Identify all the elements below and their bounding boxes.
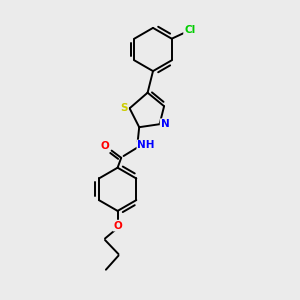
Text: O: O — [113, 220, 122, 231]
Text: N: N — [160, 119, 169, 129]
Text: S: S — [121, 103, 128, 113]
Text: NH: NH — [137, 140, 155, 151]
Text: Cl: Cl — [184, 25, 195, 35]
Text: O: O — [100, 141, 109, 152]
